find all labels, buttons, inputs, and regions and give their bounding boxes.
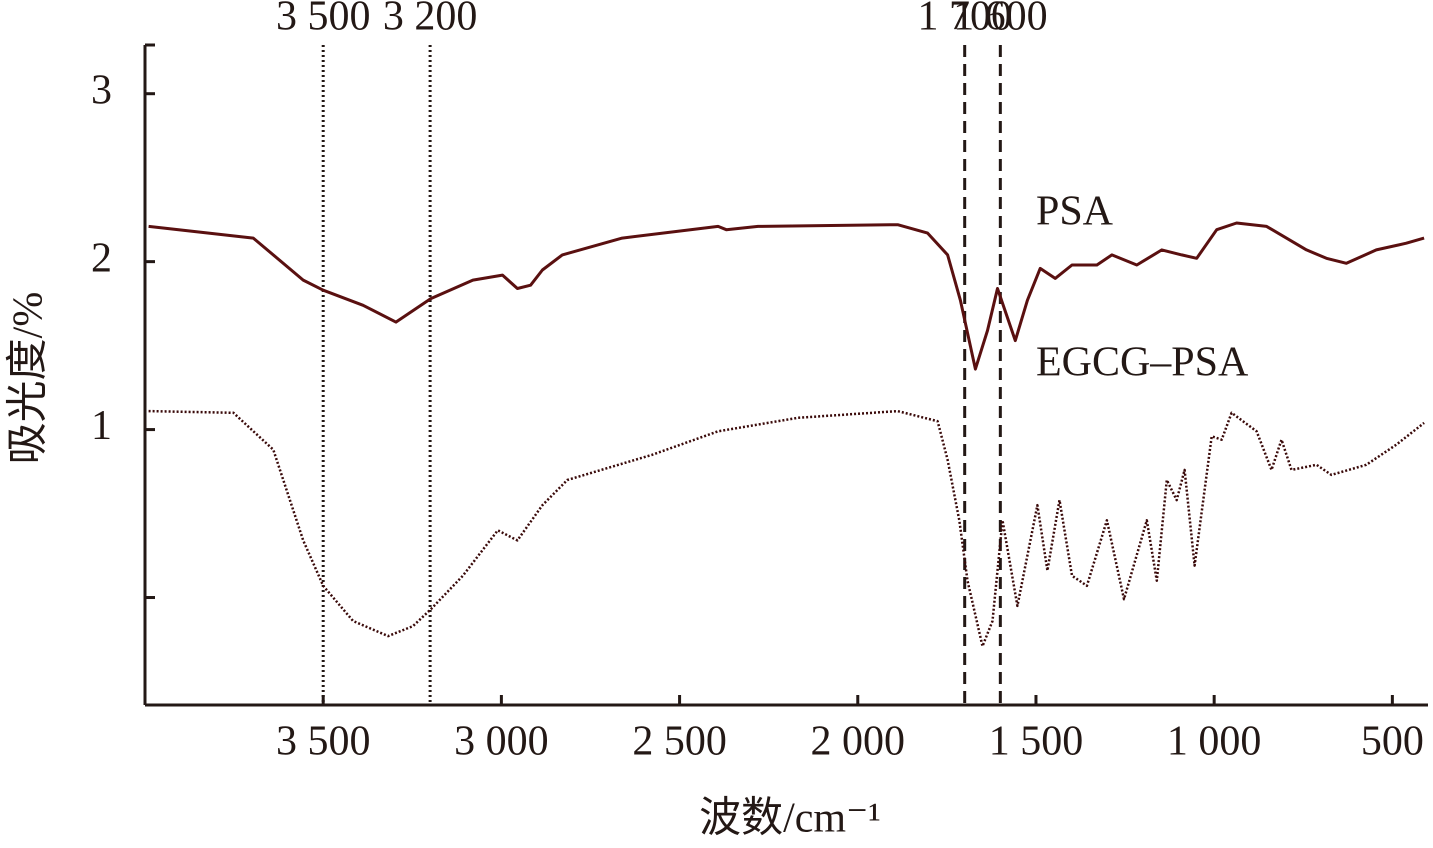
x-tick-label: 2 500 [632,719,727,765]
x-tick-label: 500 [1361,719,1424,765]
x-tick-label: 3 500 [276,719,371,765]
y-tick-label: 2 [91,235,112,281]
x-tick-label: 2 000 [811,719,906,765]
y-tick-label: 3 [91,67,112,113]
series-line [148,409,1425,648]
annotation: PSA [1036,188,1114,234]
y-tick-label: 1 [91,403,112,449]
annotation: EGCG–PSA [1036,339,1249,385]
x-axis-label: 波数/cm⁻¹ [699,796,881,842]
reference-label: 1 600 [953,0,1048,40]
x-tick-label: 3 000 [454,719,549,765]
series-line [148,221,1425,371]
reference-label: 1 700 [917,0,1012,40]
y-axis-label: 吸光度/% [6,292,52,465]
reference-label: 3 500 [276,0,371,40]
reference-label: 3 200 [383,0,478,40]
x-tick-label: 1 500 [989,719,1084,765]
x-tick-label: 1 000 [1167,719,1262,765]
